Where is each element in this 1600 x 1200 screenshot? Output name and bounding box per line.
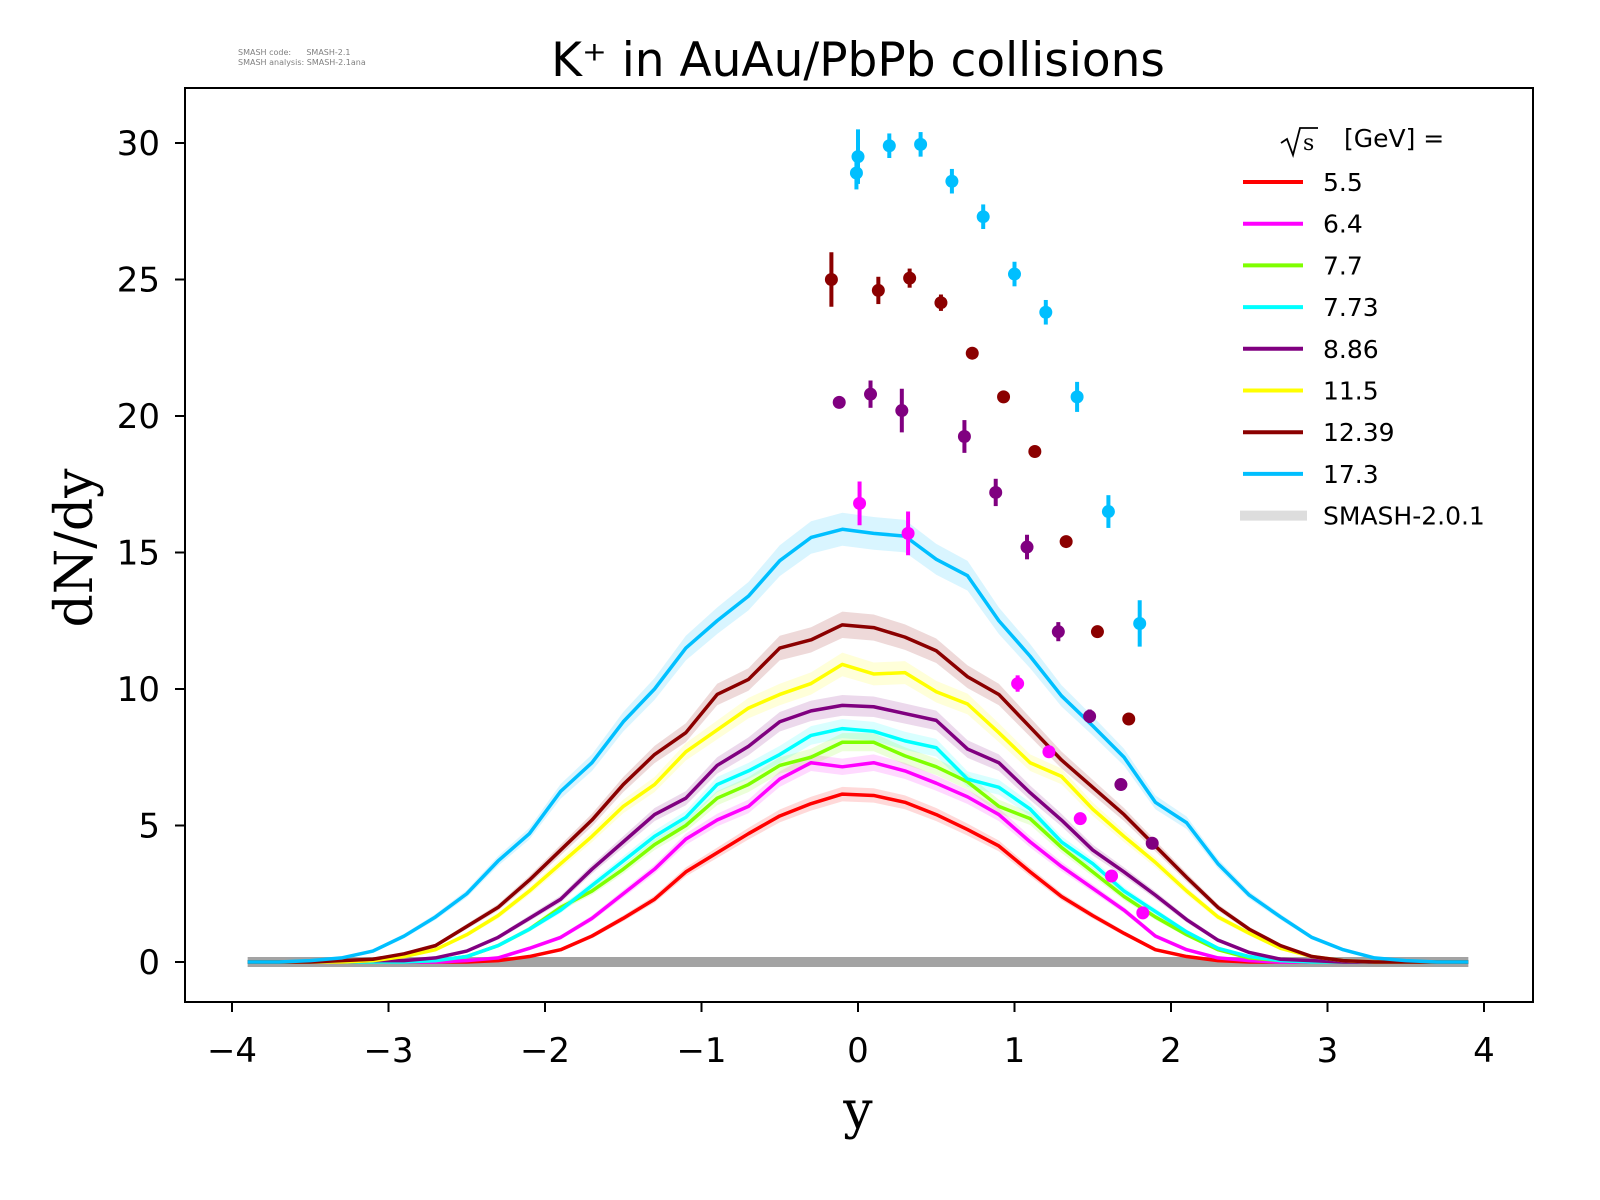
y-tick-label: 15 (117, 534, 160, 574)
data-point (1070, 390, 1084, 404)
x-tick-label: −4 (207, 1031, 257, 1071)
data-point (965, 346, 979, 360)
data-point (1008, 267, 1021, 281)
x-tick-label: 3 (1317, 1031, 1339, 1071)
code-label: SMASH code: (238, 48, 292, 57)
model-uncertainty-bands (247, 512, 1469, 967)
data-point (1105, 869, 1119, 883)
band-7-73 (247, 719, 1469, 962)
x-axis-label: y (842, 1081, 873, 1141)
data-point (871, 283, 885, 297)
experimental-points (824, 129, 1159, 920)
y-axis-label: dN/dy (45, 468, 105, 628)
data-point (989, 485, 1003, 499)
data-point (1020, 540, 1034, 554)
x-tick-label: 0 (847, 1031, 869, 1071)
analysis-value: SMASH-2.1ana (306, 58, 366, 67)
data-point (1028, 444, 1042, 458)
data-point (1073, 812, 1087, 826)
data-point (1039, 305, 1053, 319)
legend-label: 5.5 (1323, 168, 1363, 197)
data-point (1090, 625, 1104, 639)
data-point (1136, 906, 1150, 920)
data-point (849, 166, 863, 180)
data-point (1145, 836, 1159, 850)
data-point (864, 387, 878, 401)
legend-label: 7.7 (1323, 251, 1363, 280)
y-tick-label: 30 (117, 124, 160, 164)
legend-title: [GeV] = (1344, 124, 1444, 153)
band-5-5 (247, 786, 1469, 962)
data-point (901, 526, 915, 540)
x-tick-label: 4 (1473, 1031, 1495, 1071)
data-point (882, 139, 896, 153)
x-tick-label: 1 (1004, 1031, 1026, 1071)
legend-label-model: SMASH-2.0.1 (1323, 502, 1485, 531)
data-point (1051, 625, 1065, 639)
data-point (832, 395, 846, 409)
data-point (957, 429, 971, 443)
x-axis: −4 −3 −2 −1 0 1 2 3 4 (207, 1002, 1495, 1071)
legend: s [GeV] = 5.5 6.4 7.7 7.73 8.86 11.5 12.39 17.3 SM… (1240, 124, 1485, 531)
y-tick-label: 0 (138, 943, 160, 983)
line-8-86 (247, 703, 1469, 964)
line-7-73 (247, 726, 1469, 964)
data-point (895, 404, 909, 418)
sqrt-icon (1280, 127, 1318, 158)
data-point (1133, 616, 1147, 630)
line-6-4 (247, 760, 1469, 964)
data-point (1059, 535, 1073, 549)
data-point (914, 137, 928, 151)
data-point (1011, 677, 1025, 691)
y-tick-label: 5 (138, 807, 160, 847)
data-point (976, 210, 990, 224)
x-tick-label: −3 (363, 1031, 413, 1071)
x-tick-label: −2 (520, 1031, 570, 1071)
model-lines (247, 527, 1469, 964)
code-value: SMASH-2.1 (306, 48, 351, 57)
data-point (1122, 712, 1136, 726)
data-point (903, 271, 917, 285)
line-17-3 (247, 527, 1469, 964)
data-point (1101, 505, 1115, 519)
line-12-39 (247, 623, 1469, 964)
line-11-5 (247, 662, 1469, 964)
data-point (1114, 778, 1128, 792)
data-point (997, 390, 1011, 404)
data-point (824, 273, 838, 286)
data-point (1042, 745, 1056, 759)
y-axis: 0 5 10 15 20 25 30 (117, 124, 185, 983)
chart-title: K⁺ in AuAu/PbPb collisions (551, 33, 1165, 88)
y-tick-label: 20 (117, 397, 160, 437)
data-point (853, 496, 867, 510)
legend-title-s: s (1303, 131, 1314, 156)
line-5-5 (247, 792, 1469, 964)
line-7-7 (247, 740, 1469, 964)
y-tick-label: 10 (117, 670, 160, 710)
x-tick-label: −1 (676, 1031, 726, 1071)
data-point (934, 296, 948, 310)
data-point (1083, 709, 1097, 723)
legend-label: 12.39 (1323, 418, 1395, 447)
band-6-4 (247, 754, 1469, 962)
y-tick-label: 25 (117, 261, 160, 301)
legend-label: 6.4 (1323, 210, 1363, 239)
legend-label: 17.3 (1323, 460, 1379, 489)
analysis-label: SMASH analysis: (238, 58, 305, 67)
x-tick-label: 2 (1160, 1031, 1182, 1071)
legend-label: 7.73 (1323, 293, 1379, 322)
legend-label: 11.5 (1323, 377, 1379, 406)
smash-analysis-info: SMASH analysis: SMASH-2.1ana (238, 58, 366, 68)
data-point (945, 174, 959, 188)
smash-version-info: SMASH code: SMASH-2.1 (238, 48, 351, 58)
legend-label: 8.86 (1323, 335, 1379, 364)
